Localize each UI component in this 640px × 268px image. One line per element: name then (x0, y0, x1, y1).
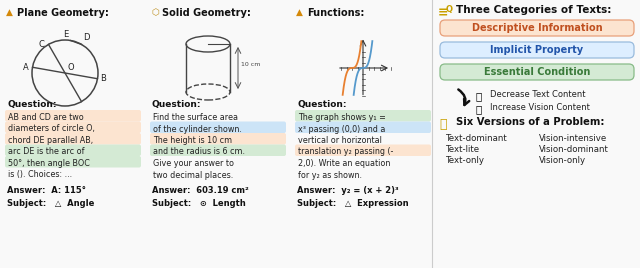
FancyBboxPatch shape (5, 144, 141, 156)
Text: Answer:  y₂ = (x + 2)³: Answer: y₂ = (x + 2)³ (297, 186, 399, 195)
FancyBboxPatch shape (5, 156, 141, 168)
FancyBboxPatch shape (150, 121, 286, 133)
Text: The graph shows y₁ =: The graph shows y₁ = (298, 113, 386, 122)
Text: Text-dominant: Text-dominant (446, 134, 508, 143)
Text: two decimal places.: two decimal places. (153, 170, 233, 180)
Text: 📖: 📖 (476, 91, 483, 101)
Text: Answer:  A: 115°: Answer: A: 115° (7, 186, 86, 195)
Text: Three Categories of Texts:: Three Categories of Texts: (456, 5, 611, 15)
Text: arc DE is the arc of: arc DE is the arc of (8, 147, 84, 157)
Text: of the cylinder shown.: of the cylinder shown. (153, 125, 242, 133)
Text: Question:: Question: (297, 100, 346, 109)
FancyBboxPatch shape (5, 110, 141, 121)
FancyBboxPatch shape (440, 42, 634, 58)
FancyBboxPatch shape (150, 133, 286, 144)
FancyBboxPatch shape (5, 121, 141, 133)
Text: Subject:   ⊙  Length: Subject: ⊙ Length (152, 199, 246, 208)
FancyBboxPatch shape (440, 20, 634, 36)
Text: Increase Vision Content: Increase Vision Content (490, 103, 590, 112)
Text: diameters of circle O,: diameters of circle O, (8, 125, 95, 133)
Text: Subject:   △  Angle: Subject: △ Angle (7, 199, 94, 208)
FancyBboxPatch shape (440, 64, 634, 80)
Text: ▲: ▲ (6, 8, 13, 17)
Text: 10 cm: 10 cm (241, 62, 260, 68)
Text: C: C (38, 40, 45, 49)
Text: 🔶: 🔶 (439, 118, 447, 131)
Text: Give your answer to: Give your answer to (153, 159, 234, 168)
Text: ▲: ▲ (296, 8, 303, 17)
Text: Six Versions of a Problem:: Six Versions of a Problem: (456, 117, 605, 127)
Text: D: D (83, 34, 90, 42)
Text: Implicit Property: Implicit Property (490, 45, 584, 55)
Text: is (). Choices: ...: is (). Choices: ... (8, 170, 72, 180)
Text: Essential Condition: Essential Condition (484, 67, 590, 77)
Text: for y₂ as shown.: for y₂ as shown. (298, 170, 362, 180)
Text: and the radius is 6 cm.: and the radius is 6 cm. (153, 147, 245, 157)
FancyBboxPatch shape (5, 133, 141, 144)
FancyBboxPatch shape (295, 110, 431, 121)
Text: ≡: ≡ (438, 6, 449, 19)
Text: Subject:   △  Expression: Subject: △ Expression (297, 199, 408, 208)
Text: Text-lite: Text-lite (446, 145, 480, 154)
Text: ⬡: ⬡ (151, 8, 159, 17)
Text: chord DE parallel AB,: chord DE parallel AB, (8, 136, 93, 145)
Text: Plane Geometry:: Plane Geometry: (17, 8, 109, 18)
FancyBboxPatch shape (295, 121, 431, 133)
Text: Question:: Question: (152, 100, 202, 109)
Text: AB and CD are two: AB and CD are two (8, 113, 84, 122)
Text: Vision-dominant: Vision-dominant (539, 145, 609, 154)
Text: Descriptive Information: Descriptive Information (472, 23, 602, 33)
Text: 🔍: 🔍 (476, 104, 483, 114)
FancyBboxPatch shape (295, 144, 431, 156)
Text: Vision-only: Vision-only (539, 156, 586, 165)
Text: Vision-intensive: Vision-intensive (539, 134, 607, 143)
Text: Question:: Question: (7, 100, 56, 109)
Text: 2,0). Write an equation: 2,0). Write an equation (298, 159, 390, 168)
Text: vertical or horizontal: vertical or horizontal (298, 136, 382, 145)
FancyBboxPatch shape (150, 144, 286, 156)
Text: The height is 10 cm: The height is 10 cm (153, 136, 232, 145)
Text: translation y₂ passing (-: translation y₂ passing (- (298, 147, 394, 157)
Text: Q: Q (446, 5, 453, 14)
Text: x³ passing (0,0) and a: x³ passing (0,0) and a (298, 125, 385, 133)
Text: Functions:: Functions: (307, 8, 364, 18)
Text: B: B (100, 74, 106, 83)
Text: O: O (67, 63, 74, 72)
Text: A: A (23, 63, 29, 72)
Text: Find the surface area: Find the surface area (153, 113, 238, 122)
Text: Text-only: Text-only (446, 156, 485, 165)
Text: Decrease Text Content: Decrease Text Content (490, 90, 586, 99)
Text: E: E (63, 29, 68, 39)
Text: 50°, then angle BOC: 50°, then angle BOC (8, 159, 90, 168)
Text: Answer:  603.19 cm²: Answer: 603.19 cm² (152, 186, 249, 195)
Text: Solid Geometry:: Solid Geometry: (162, 8, 251, 18)
